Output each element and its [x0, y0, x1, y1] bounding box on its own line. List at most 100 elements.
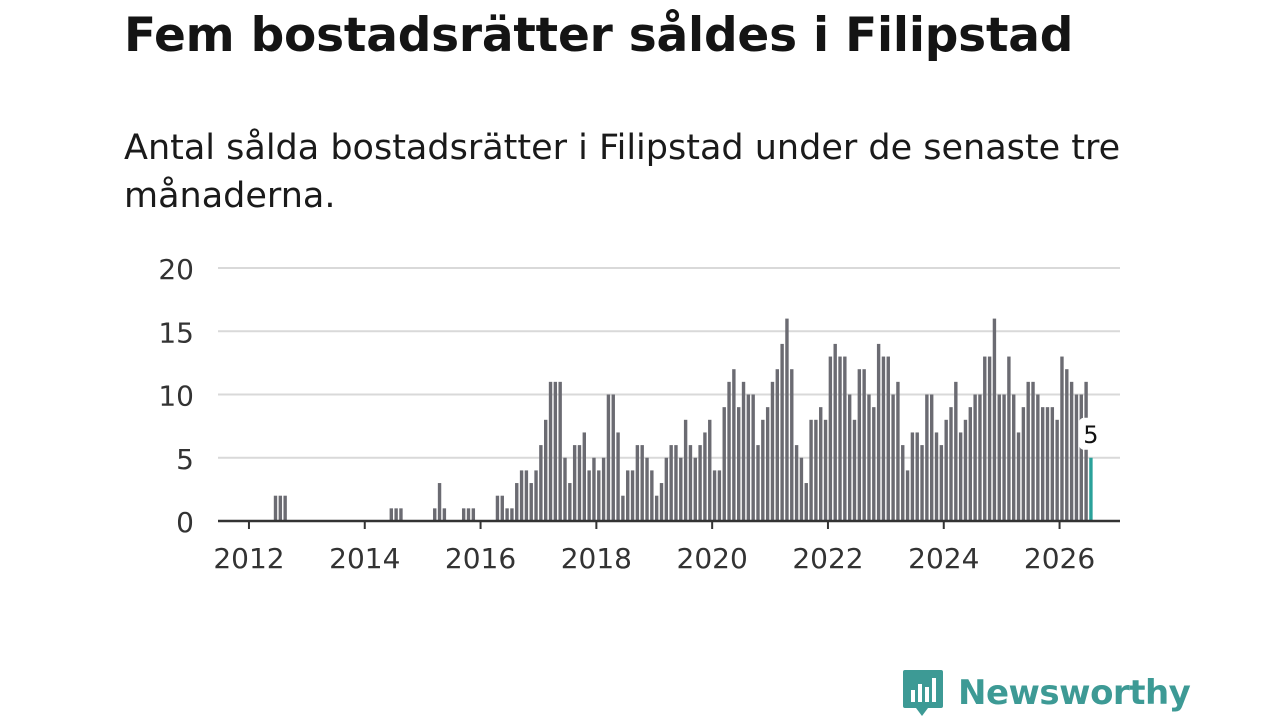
chart-subtitle: Antal sålda bostadsrätter i Filipstad un…	[124, 128, 1121, 216]
newsworthy-logo-icon	[903, 670, 943, 716]
bar	[920, 445, 924, 521]
bar	[399, 508, 403, 521]
bar	[804, 483, 808, 521]
bar	[577, 445, 582, 521]
bar	[847, 394, 852, 521]
bar	[1074, 394, 1079, 521]
y-tick-label: 5	[176, 443, 194, 476]
bar	[683, 419, 688, 521]
bar	[737, 407, 741, 521]
x-tick-label: 2016	[445, 542, 516, 575]
bar	[814, 419, 818, 521]
bar	[616, 432, 620, 521]
bar	[891, 394, 895, 521]
bar	[833, 343, 837, 521]
bar	[1021, 407, 1026, 521]
bar	[1036, 394, 1040, 521]
bar	[626, 470, 630, 521]
bar	[862, 369, 866, 521]
y-tick-label: 15	[158, 316, 194, 349]
bar	[761, 419, 765, 521]
bar	[775, 369, 779, 521]
bar	[278, 495, 283, 521]
brand-name: Newsworthy	[958, 673, 1191, 713]
bar	[1069, 381, 1074, 521]
bar	[987, 356, 992, 521]
bar	[790, 369, 794, 521]
bar	[645, 457, 649, 521]
x-tick-label: 2022	[792, 542, 863, 575]
bar	[611, 394, 615, 521]
bar	[568, 483, 572, 521]
bar	[548, 381, 553, 521]
bar	[1045, 407, 1050, 521]
bar	[770, 381, 775, 521]
y-tick-label: 0	[176, 506, 194, 539]
bar	[1065, 369, 1069, 521]
bar	[857, 369, 862, 521]
highlight-bar	[1089, 457, 1093, 521]
bar	[664, 457, 669, 521]
bar	[732, 369, 736, 521]
bar	[471, 508, 476, 521]
bar	[756, 445, 760, 521]
bar	[901, 445, 905, 521]
bar	[630, 470, 635, 521]
bar	[597, 470, 601, 521]
bar	[915, 432, 919, 521]
bar	[606, 394, 611, 521]
bar	[572, 445, 577, 521]
bar	[963, 419, 968, 521]
bar	[389, 508, 393, 521]
highlight-data-label: 5	[1083, 421, 1098, 449]
bar	[712, 470, 717, 521]
bar	[510, 508, 514, 521]
bar	[674, 445, 678, 521]
bar	[852, 419, 857, 521]
bar	[679, 457, 683, 521]
bar	[563, 457, 567, 521]
bar	[910, 432, 915, 521]
bar	[553, 381, 558, 521]
bar	[539, 445, 543, 521]
bar	[1012, 394, 1016, 521]
x-tick-label: 2026	[1024, 542, 1095, 575]
bar	[500, 495, 504, 521]
bar	[930, 394, 934, 521]
bar	[669, 445, 673, 521]
bar	[654, 495, 659, 521]
bar	[703, 432, 707, 521]
x-tick-label: 2020	[677, 542, 748, 575]
bar	[968, 407, 972, 521]
bar	[1055, 419, 1059, 521]
data-label-background	[1078, 417, 1101, 450]
bar	[809, 419, 813, 521]
bar	[823, 419, 828, 521]
bar	[741, 381, 746, 521]
bar	[876, 343, 881, 521]
bar	[640, 445, 644, 521]
bar	[828, 356, 833, 521]
bar	[1050, 407, 1055, 521]
bar	[529, 483, 533, 521]
bar	[867, 394, 871, 521]
bar	[515, 483, 519, 521]
bar	[905, 470, 910, 521]
bar	[794, 445, 799, 521]
bar	[461, 508, 466, 521]
bar	[727, 381, 731, 521]
bar	[765, 407, 770, 521]
bar	[722, 407, 726, 521]
bar	[442, 508, 447, 521]
bar	[838, 356, 842, 521]
bar	[785, 318, 789, 521]
bar	[819, 407, 823, 521]
bar	[394, 508, 398, 521]
bar	[1031, 381, 1035, 521]
bar	[1040, 407, 1045, 521]
bar	[534, 470, 538, 521]
bar	[1016, 432, 1021, 521]
newsworthy-logo: Newsworthy	[902, 668, 1191, 718]
bar	[587, 470, 591, 521]
bar	[621, 495, 625, 521]
